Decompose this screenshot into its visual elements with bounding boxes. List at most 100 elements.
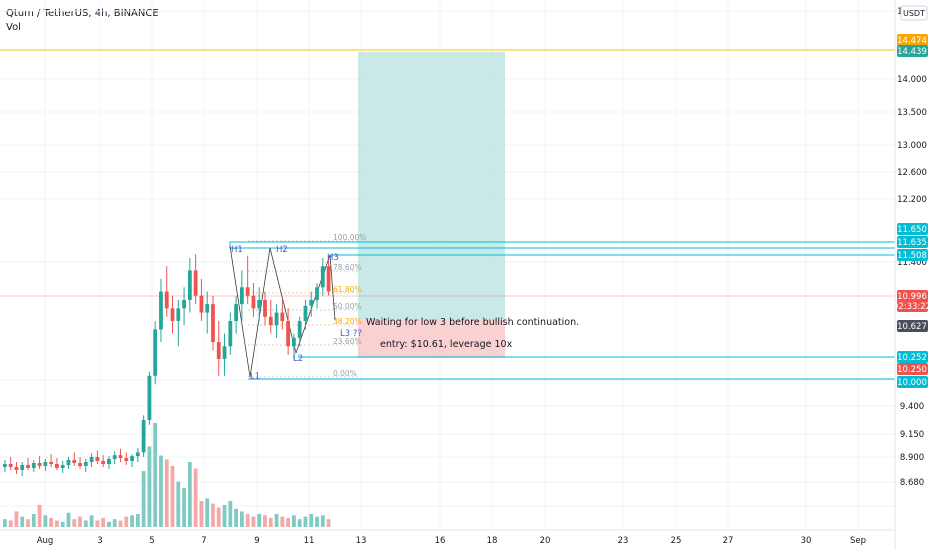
candle-body <box>135 452 140 457</box>
volume-bar <box>124 516 129 527</box>
candle-body <box>37 463 42 466</box>
price-tag: 10.000 <box>897 378 927 388</box>
x-tick-label: 27 <box>723 536 734 546</box>
x-tick-label: Aug <box>37 536 54 546</box>
volume-bar <box>83 520 88 527</box>
candle-body <box>159 291 163 330</box>
volume-bar <box>66 512 71 527</box>
volume-bar <box>26 519 30 527</box>
price-tag-box <box>897 34 928 46</box>
fib-level-label: 0.00% <box>333 369 357 378</box>
volume-bar <box>14 511 19 527</box>
volume-bar <box>280 516 285 527</box>
price-tag: 14.474 <box>897 36 927 46</box>
candle-body <box>170 308 175 321</box>
volume-bar <box>8 520 13 527</box>
volume-bar <box>3 519 7 527</box>
candle-body <box>14 467 19 470</box>
price-tag-box <box>897 351 928 363</box>
candle-body <box>292 337 296 347</box>
volume-bar <box>101 517 106 527</box>
volume-bar <box>37 504 42 527</box>
volume-bar <box>107 521 111 527</box>
candle-body <box>124 458 129 461</box>
volume-bar <box>234 508 238 527</box>
volume-bar <box>89 515 94 527</box>
volume-bar <box>135 514 140 527</box>
price-tag: 11.635 <box>897 238 927 248</box>
volume-bar <box>43 515 48 527</box>
volume-bar <box>326 519 331 527</box>
x-tick-label: 5 <box>149 536 154 546</box>
y-tick-label: 9.400 <box>900 402 924 412</box>
volume-bar <box>159 455 163 527</box>
volume-bar <box>251 516 256 527</box>
volume-bar <box>31 514 36 527</box>
candle-body <box>274 312 279 326</box>
candle-body <box>245 287 250 296</box>
fib-level-label: 38.20% <box>333 317 362 326</box>
candle-body <box>280 312 285 321</box>
y-tick-label: 12.200 <box>897 195 927 205</box>
volume-bar <box>193 468 198 527</box>
price-tag-box <box>897 236 928 248</box>
candle-body <box>20 465 25 470</box>
x-tick-label: 7 <box>201 536 206 546</box>
price-tag-box <box>897 223 928 235</box>
x-tick-label: 20 <box>540 536 551 546</box>
fib-level-label: 50.00% <box>333 302 362 311</box>
candle-body <box>193 270 198 296</box>
y-tick-label: 8.900 <box>900 453 924 463</box>
volume-bar <box>60 521 65 527</box>
candle-body <box>251 295 256 309</box>
candle-body <box>107 459 111 464</box>
x-tick-label: 11 <box>304 536 315 546</box>
candle-body <box>257 299 262 309</box>
candle-body <box>55 464 59 468</box>
y-tick-label: 14.000 <box>897 75 927 85</box>
volume-bar <box>268 517 273 527</box>
candle-body <box>176 308 181 321</box>
x-tick-label: 9 <box>254 536 259 546</box>
note-annotation[interactable]: Waiting for low 3 before bullish continu… <box>366 317 580 328</box>
volume-bar <box>153 423 158 527</box>
candle-body <box>95 457 100 461</box>
pattern-label: L2 <box>293 354 303 364</box>
candle-body <box>118 455 123 458</box>
x-tick-label: 16 <box>435 536 446 546</box>
price-tag-box <box>897 249 928 261</box>
price-tag-box <box>897 320 928 332</box>
price-tag-box <box>897 290 928 302</box>
volume-indicator-label[interactable]: Vol <box>6 22 21 33</box>
candle-body <box>320 266 325 288</box>
volume-bar <box>315 516 319 527</box>
volume-bar <box>292 515 296 527</box>
price-tag: 10.250 <box>897 365 927 375</box>
pattern-label: L3 ?? <box>340 329 362 339</box>
entry-annotation[interactable]: entry: $10.61, leverage 10x <box>380 339 513 350</box>
volume-bar <box>112 519 117 527</box>
candle-body <box>286 321 291 347</box>
currency-badge[interactable]: USDT <box>903 9 925 18</box>
volume-bar <box>320 515 325 527</box>
fib-level-label: 61.80% <box>333 285 362 294</box>
pattern-labels: H1 H2 H3 L1 L2 L3 ?? <box>231 245 362 382</box>
price-tag-box <box>897 300 928 312</box>
fib-level-label: 23.60% <box>333 337 362 346</box>
volume-bar <box>228 501 233 527</box>
candle-body <box>141 420 146 453</box>
candle-body <box>228 321 233 347</box>
volume-bar <box>274 514 279 527</box>
position-loss-zone <box>358 320 505 358</box>
fib-level-label: 100.00% <box>333 233 366 242</box>
volume-bar <box>118 520 123 527</box>
candlesticks <box>3 254 331 476</box>
volume-bar <box>78 516 82 527</box>
candle-body <box>147 375 152 420</box>
pattern-label: H3 <box>327 253 339 263</box>
volume-bar <box>141 471 146 527</box>
candle-body <box>8 464 13 467</box>
candle-body <box>60 465 65 468</box>
candle-body <box>182 299 186 309</box>
